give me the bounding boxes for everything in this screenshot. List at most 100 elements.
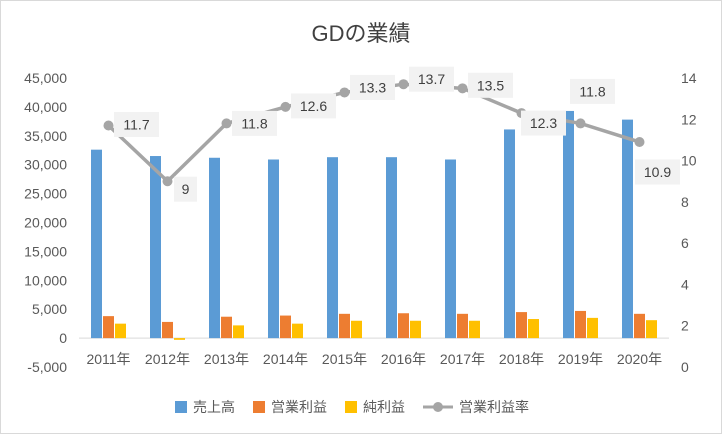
x-axis-tick-label: 2017年 xyxy=(440,351,485,367)
left-axis-tick-label: 5,000 xyxy=(32,301,67,317)
bar-営業利益 xyxy=(162,321,173,339)
left-axis-tick-label: 40,000 xyxy=(24,99,67,115)
x-axis-tick-label: 2014年 xyxy=(263,351,308,367)
bar-純利益 xyxy=(469,320,480,339)
line-point xyxy=(162,176,173,187)
left-axis-tick-label: 30,000 xyxy=(24,157,67,173)
bar-営業利益 xyxy=(339,313,350,339)
legend-swatch xyxy=(253,401,265,413)
legend-label: 営業利益 xyxy=(271,399,327,415)
data-label-box xyxy=(635,159,680,185)
x-axis-tick-label: 2012年 xyxy=(145,351,190,367)
bar-売上高 xyxy=(386,157,397,339)
data-label: 13.5 xyxy=(477,77,504,93)
x-axis-tick-label: 2011年 xyxy=(86,351,130,367)
left-axis-tick-label: 15,000 xyxy=(24,243,67,259)
bar-純利益 xyxy=(528,319,539,339)
line-point xyxy=(280,101,291,112)
line-point xyxy=(634,136,645,147)
right-axis-tick-label: 8 xyxy=(681,194,689,210)
data-label: 11.8 xyxy=(579,83,605,99)
data-label: 13.3 xyxy=(359,79,386,95)
bar-営業利益 xyxy=(634,313,645,339)
bar-純利益 xyxy=(410,320,421,339)
bar-売上高 xyxy=(91,149,102,339)
data-label-box xyxy=(409,66,454,92)
legend-swatch xyxy=(345,401,357,413)
bar-営業利益 xyxy=(516,312,527,339)
bar-売上高 xyxy=(563,110,574,339)
data-labels-group: 11.7 9 11.8 12.6 13.3 13.7 13.5 12.3 11.8 10.9 xyxy=(114,66,680,202)
right-axis-tick-label: 0 xyxy=(681,359,689,375)
data-label: 9 xyxy=(182,181,190,197)
x-axis: 2011年 2012年 2013年 2014年 2015年 2016年 2017年 2018年… xyxy=(79,337,669,367)
data-label-box xyxy=(468,72,513,98)
bar-純利益 xyxy=(351,320,362,339)
line-point xyxy=(457,83,468,94)
bar-売上高 xyxy=(504,129,515,339)
bar-営業利益 xyxy=(398,313,409,339)
right-axis-tick-label: 2 xyxy=(681,318,689,334)
legend-label: 営業利益率 xyxy=(459,399,529,415)
right-axis-tick-label: 6 xyxy=(681,235,689,251)
bar-純利益 xyxy=(233,325,244,339)
legend-line-marker xyxy=(433,402,443,412)
legend-swatch xyxy=(175,401,187,413)
chart-title: GDの業績 xyxy=(311,21,410,46)
bar-売上高 xyxy=(622,119,633,339)
left-axis-tick-label: -5,000 xyxy=(27,359,67,375)
right-axis-tick-label: 12 xyxy=(681,111,697,127)
right-axis-tick-label: 10 xyxy=(681,153,697,169)
data-label-box xyxy=(174,176,197,202)
bar-売上高 xyxy=(327,157,338,339)
bar-売上高 xyxy=(445,159,456,339)
x-axis-tick-label: 2015年 xyxy=(322,351,367,367)
data-label-box xyxy=(232,110,277,136)
left-axis-tick-label: 25,000 xyxy=(24,186,67,202)
bar-純利益 xyxy=(115,323,126,339)
line-point xyxy=(339,87,350,98)
legend-label: 純利益 xyxy=(363,399,405,415)
bar-純利益 xyxy=(587,317,598,339)
bar-売上高 xyxy=(209,157,220,339)
data-label-box xyxy=(291,93,336,119)
bar-営業利益 xyxy=(575,310,586,339)
bar-売上高 xyxy=(268,159,279,339)
left-axis-tick-label: 0 xyxy=(59,330,67,346)
bar-純利益 xyxy=(174,338,185,340)
left-axis-tick-label: 10,000 xyxy=(24,272,67,288)
left-axis: -5,000 0 5,000 10,000 15,000 20,000 25,000 30,0… xyxy=(24,70,67,375)
legend: 売上高 営業利益 純利益 営業利益率 xyxy=(175,399,529,415)
bar-営業利益 xyxy=(103,316,114,339)
data-label: 12.6 xyxy=(300,98,327,114)
line-point xyxy=(103,120,114,131)
left-axis-tick-label: 45,000 xyxy=(24,70,67,86)
x-axis-tick-label: 2020年 xyxy=(617,351,662,367)
bar-series-group xyxy=(91,110,657,340)
x-axis-tick-label: 2019年 xyxy=(558,351,603,367)
data-label: 13.7 xyxy=(418,71,445,87)
bar-営業利益 xyxy=(457,313,468,339)
data-label: 10.9 xyxy=(644,164,671,180)
x-axis-tick-label: 2016年 xyxy=(381,351,426,367)
bar-営業利益 xyxy=(280,315,291,339)
data-label-box xyxy=(350,74,395,100)
line-point xyxy=(398,79,409,90)
data-label: 11.7 xyxy=(123,116,149,132)
bar-純利益 xyxy=(646,320,657,339)
bar-売上高 xyxy=(150,156,161,339)
right-axis: 0 2 4 6 8 10 12 14 xyxy=(681,70,697,375)
bar-営業利益 xyxy=(221,316,232,339)
bar-純利益 xyxy=(292,323,303,339)
data-label: 12.3 xyxy=(530,115,557,131)
data-label: 11.8 xyxy=(241,115,267,131)
left-axis-tick-label: 20,000 xyxy=(24,215,67,231)
right-axis-tick-label: 4 xyxy=(681,276,689,292)
data-label-box xyxy=(114,111,159,137)
x-axis-tick-label: 2018年 xyxy=(499,351,544,367)
x-axis-tick-label: 2013年 xyxy=(204,351,249,367)
line-point xyxy=(575,118,586,129)
left-axis-tick-label: 35,000 xyxy=(24,128,67,144)
